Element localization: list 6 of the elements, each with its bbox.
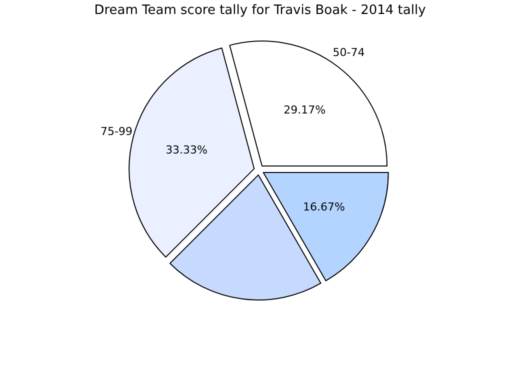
data-label: 29.17% (284, 103, 326, 117)
slice-label: 50-74 (332, 46, 365, 59)
data-label: 33.33% (166, 144, 208, 157)
chart-title: Dream Team score tally for Travis Boak - 2014 tally (94, 3, 426, 18)
slice-label: 75-99 (100, 124, 133, 138)
data-label: 16.67% (302, 200, 345, 214)
